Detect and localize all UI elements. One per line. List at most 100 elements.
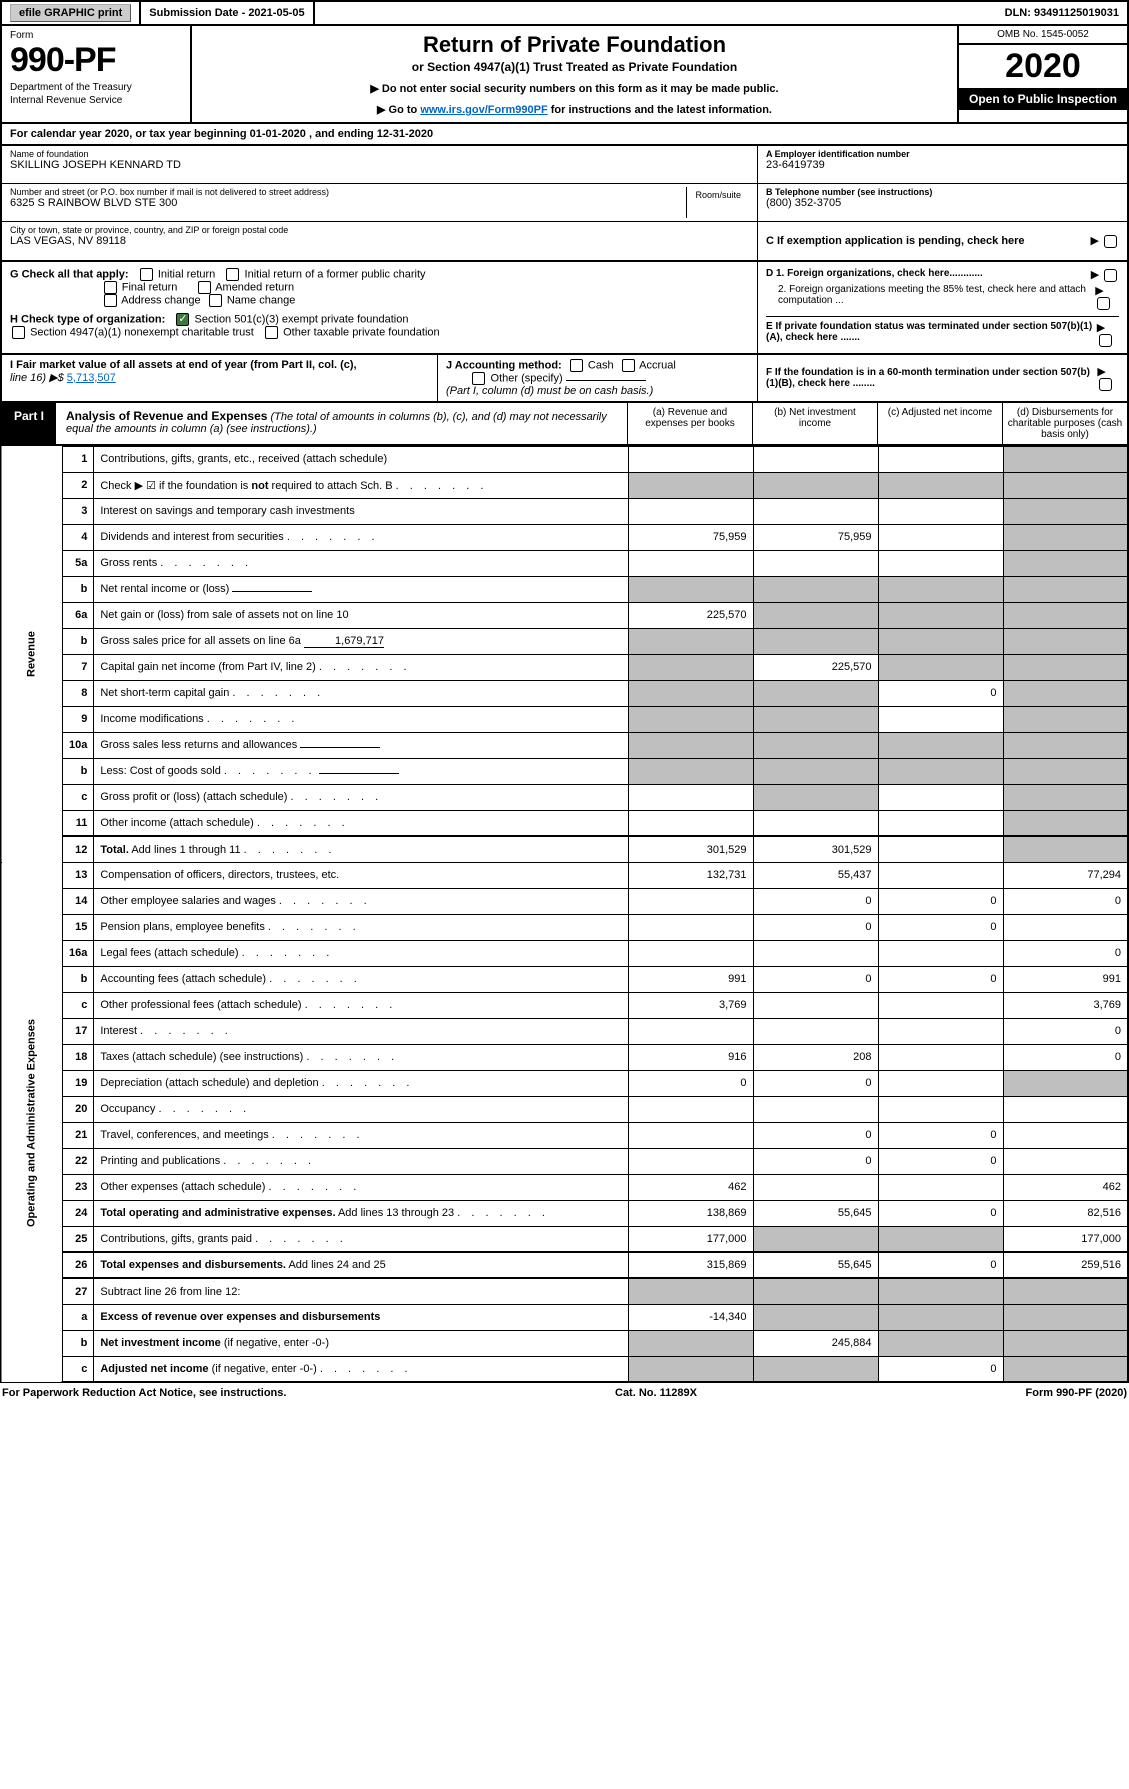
h-label: H Check type of organization:: [10, 313, 165, 325]
amt-col-a: [628, 784, 753, 810]
cb-addr-change[interactable]: [104, 294, 117, 307]
amt-col-a: [628, 446, 753, 472]
name-row: Name of foundation SKILLING JOSEPH KENNA…: [2, 146, 757, 184]
amt-col-b: 0: [753, 1122, 878, 1148]
line-desc: Income modifications . . . . . . .: [94, 706, 628, 732]
amt-col-a: [628, 758, 753, 784]
fmv-value[interactable]: 5,713,507: [67, 372, 116, 384]
amt-col-d: [1003, 446, 1128, 472]
title-sub: or Section 4947(a)(1) Trust Treated as P…: [202, 60, 947, 74]
table-row: 8Net short-term capital gain . . . . . .…: [1, 680, 1128, 706]
line-num: 12: [63, 836, 94, 862]
lbl-initial-former: Initial return of a former public charit…: [245, 268, 426, 280]
part1-header: Part I Analysis of Revenue and Expenses …: [0, 403, 1129, 446]
cb-amended[interactable]: [198, 281, 211, 294]
amt-col-a: 315,869: [628, 1252, 753, 1278]
line-desc: Net investment income (if negative, ente…: [94, 1330, 628, 1356]
amt-col-c: 0: [878, 1356, 1003, 1382]
amt-col-c: [878, 862, 1003, 888]
line-num: 24: [63, 1200, 94, 1226]
amt-col-c: [878, 810, 1003, 836]
table-row: Operating and Administrative Expenses13C…: [1, 862, 1128, 888]
footer-mid: Cat. No. 11289X: [615, 1387, 697, 1399]
cb-f[interactable]: [1099, 378, 1112, 391]
line-desc: Other income (attach schedule) . . . . .…: [94, 810, 628, 836]
cb-cash[interactable]: [570, 359, 583, 372]
efile-print-button[interactable]: efile GRAPHIC print: [10, 4, 131, 22]
line-desc: Travel, conferences, and meetings . . . …: [94, 1122, 628, 1148]
amt-col-b: 0: [753, 888, 878, 914]
cb-501c3[interactable]: [176, 313, 189, 326]
table-row: bLess: Cost of goods sold . . . . . . .: [1, 758, 1128, 784]
amt-col-d: [1003, 1330, 1128, 1356]
amt-col-b: 0: [753, 1148, 878, 1174]
line-desc: Legal fees (attach schedule) . . . . . .…: [94, 940, 628, 966]
line-num: 3: [63, 498, 94, 524]
amt-col-a: [628, 732, 753, 758]
cb-final[interactable]: [104, 281, 117, 294]
cb-4947[interactable]: [12, 326, 25, 339]
amt-col-c: 0: [878, 966, 1003, 992]
form-label: Form: [10, 30, 182, 41]
amt-col-b: [753, 1356, 878, 1382]
table-row: 11Other income (attach schedule) . . . .…: [1, 810, 1128, 836]
line-desc: Adjusted net income (if negative, enter …: [94, 1356, 628, 1382]
line-num: 19: [63, 1070, 94, 1096]
cb-other-tax[interactable]: [265, 326, 278, 339]
topbar: efile GRAPHIC print Submission Date - 20…: [0, 0, 1129, 26]
amt-col-c: 0: [878, 1148, 1003, 1174]
cb-initial-former[interactable]: [226, 268, 239, 281]
e-row: E If private foundation status was termi…: [766, 316, 1119, 347]
cb-e[interactable]: [1099, 334, 1112, 347]
header-center: Return of Private Foundation or Section …: [192, 26, 957, 122]
cb-accrual[interactable]: [622, 359, 635, 372]
amt-col-a: [628, 706, 753, 732]
amt-col-a: [628, 1096, 753, 1122]
amt-col-b: [753, 1304, 878, 1330]
line-num: 1: [63, 446, 94, 472]
check-right: D 1. Foreign organizations, check here..…: [757, 262, 1127, 353]
cb-initial[interactable]: [140, 268, 153, 281]
table-row: bNet rental income or (loss): [1, 576, 1128, 602]
tel-label: B Telephone number (see instructions): [766, 187, 932, 197]
line-desc: Net rental income or (loss): [94, 576, 628, 602]
amt-col-d: [1003, 654, 1128, 680]
line-desc: Compensation of officers, directors, tru…: [94, 862, 628, 888]
addr-row: Number and street (or P.O. box number if…: [2, 184, 757, 222]
line-desc: Other expenses (attach schedule) . . . .…: [94, 1174, 628, 1200]
amt-col-a: [628, 1148, 753, 1174]
cb-other-spec[interactable]: [472, 372, 485, 385]
line-num: c: [63, 784, 94, 810]
year: 2020: [959, 45, 1127, 88]
amt-col-c: [878, 524, 1003, 550]
amt-col-d: 77,294: [1003, 862, 1128, 888]
line-desc: Other employee salaries and wages . . . …: [94, 888, 628, 914]
table-row: 14Other employee salaries and wages . . …: [1, 888, 1128, 914]
line-desc: Gross profit or (loss) (attach schedule)…: [94, 784, 628, 810]
g-row: G Check all that apply: Initial return I…: [10, 268, 749, 307]
table-row: 23Other expenses (attach schedule) . . .…: [1, 1174, 1128, 1200]
amt-col-b: [753, 680, 878, 706]
amt-col-c: [878, 1174, 1003, 1200]
cb-d2[interactable]: [1097, 297, 1110, 310]
amt-col-d: 3,769: [1003, 992, 1128, 1018]
cb-d1[interactable]: [1104, 269, 1117, 282]
city-row: City or town, state or province, country…: [2, 222, 757, 260]
cb-name-change[interactable]: [209, 294, 222, 307]
line-num: 9: [63, 706, 94, 732]
ein-row: A Employer identification number 23-6419…: [758, 146, 1127, 184]
instr-link[interactable]: www.irs.gov/Form990PF: [420, 104, 547, 116]
line-desc: Less: Cost of goods sold . . . . . . .: [94, 758, 628, 784]
fmv-row: I Fair market value of all assets at end…: [0, 355, 1129, 403]
line-num: 27: [63, 1278, 94, 1304]
amt-col-b: 75,959: [753, 524, 878, 550]
footer-left: For Paperwork Reduction Act Notice, see …: [2, 1387, 286, 1399]
amt-col-b: [753, 1226, 878, 1252]
amt-col-c: [878, 446, 1003, 472]
amt-col-b: [753, 628, 878, 654]
c-checkbox[interactable]: [1104, 235, 1117, 248]
line-num: 20: [63, 1096, 94, 1122]
amt-col-c: [878, 1226, 1003, 1252]
open-public: Open to Public Inspection: [959, 88, 1127, 110]
name-label: Name of foundation: [10, 149, 749, 159]
